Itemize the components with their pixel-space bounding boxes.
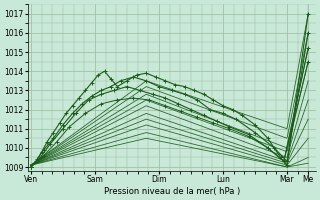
X-axis label: Pression niveau de la mer( hPa ): Pression niveau de la mer( hPa ) — [104, 187, 240, 196]
